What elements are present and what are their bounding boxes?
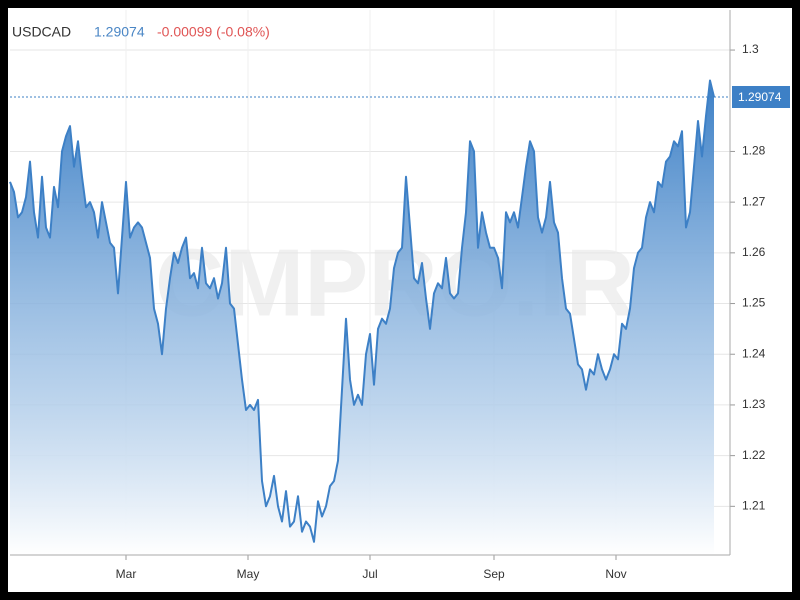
- y-tick-label: 1.26: [742, 245, 766, 259]
- y-tick-label: 1.22: [742, 448, 766, 462]
- line: [9, 79, 715, 543]
- x-tick-label: Sep: [483, 567, 505, 581]
- header-price: 1.29074: [94, 24, 145, 40]
- price-box: [732, 85, 790, 108]
- x-tick-label: Jul: [362, 567, 377, 581]
- y-tick-label: 1.27: [742, 194, 766, 208]
- x-tick-label: Nov: [605, 567, 626, 581]
- price-label: 1.29074: [738, 90, 782, 104]
- x-tick-label: Mar: [116, 567, 137, 581]
- y-tick-label: 1.24: [742, 346, 766, 360]
- y-tick-label: 1.3: [742, 42, 759, 56]
- change: -0.00099 (-0.08%): [157, 24, 270, 40]
- plot: [9, 79, 715, 555]
- y-tick-label: 1.23: [742, 397, 766, 411]
- area: [10, 80, 714, 555]
- x-tick-label: May: [237, 567, 260, 581]
- y-tick-label: 1.25: [742, 296, 766, 310]
- overlay: 1.21 1.22 1.23 1.24 1.25 1.26 1.27 1.28 1.3 Mar Ma…: [10, 10, 790, 581]
- symbol: USDCAD: [12, 24, 71, 40]
- y-tick-label: 1.21: [742, 499, 766, 513]
- y-tick-label: 1.28: [742, 144, 766, 158]
